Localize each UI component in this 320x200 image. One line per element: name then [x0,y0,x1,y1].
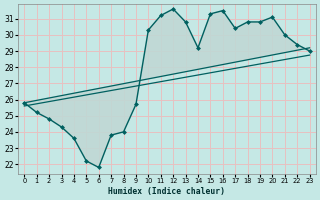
X-axis label: Humidex (Indice chaleur): Humidex (Indice chaleur) [108,187,226,196]
Polygon shape [24,9,310,167]
